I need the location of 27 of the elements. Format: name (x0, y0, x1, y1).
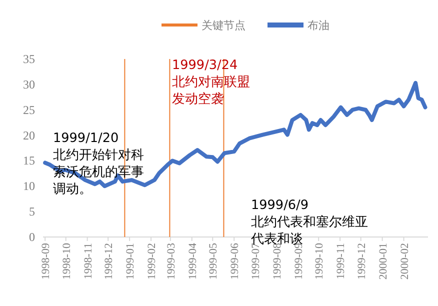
x-tick-label: 2000-02 (398, 243, 411, 280)
x-tick-label: 1999-04 (186, 242, 199, 280)
x-tick-label: 1999-08 (271, 242, 284, 280)
x-tick-label: 1999-11 (335, 243, 348, 280)
legend-label: 关键节点 (202, 19, 246, 32)
x-tick-label: 1999-01 (124, 243, 137, 280)
legend-label: 布油 (308, 19, 330, 32)
y-tick-label: 25 (23, 102, 35, 117)
y-tick-label: 0 (29, 230, 35, 244)
x-tick-label: 1999-07 (250, 242, 262, 280)
x-tick-label: 1999-10 (314, 242, 326, 280)
x-tick-label: 1998-12 (103, 243, 116, 280)
y-tick-label: 5 (29, 204, 35, 219)
x-tick-label: 1998-11 (82, 243, 94, 280)
x-tick-label: 1999-03 (165, 242, 178, 280)
x-tick-label: 1999-06 (229, 242, 242, 280)
y-tick-label: 30 (23, 77, 35, 92)
x-tick-label: 1999-02 (146, 243, 158, 280)
y-tick-label: 35 (23, 52, 35, 66)
y-tick-label: 20 (23, 128, 35, 142)
y-tick-label: 15 (23, 154, 35, 168)
x-tick-label: 2000-01 (377, 243, 390, 280)
y-tick-label: 10 (23, 179, 35, 194)
x-tick-label: 1999-12 (356, 243, 368, 280)
x-tick-label: 1998-09 (40, 242, 52, 280)
x-tick-label: 1999-05 (208, 242, 220, 280)
x-tick-label: 1998-10 (60, 242, 73, 280)
